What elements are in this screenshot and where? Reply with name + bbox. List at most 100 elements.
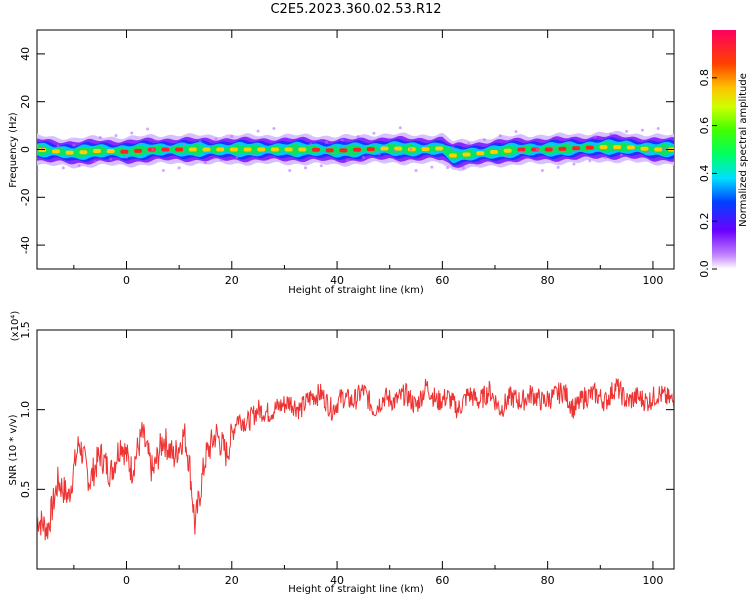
colorbar-axes: 0.0 0.2 0.4 0.6 0.8 [698, 69, 717, 278]
y-tick-label: 40 [19, 47, 32, 61]
snr-ylabel: SNR (10 * v/v) [8, 414, 19, 485]
spectrogram-peak [572, 146, 581, 151]
spectrogram-peak [613, 145, 622, 150]
spectrogram-peak [558, 146, 567, 151]
spectrogram-speckle [203, 161, 207, 165]
spectrogram-peak [312, 147, 321, 152]
snr-xlabel: Height of straight line (km) [288, 584, 424, 595]
y-tick-label: 1.5 [19, 321, 32, 339]
spectrogram-speckle [504, 154, 508, 158]
spectrogram-speckle [288, 169, 292, 173]
spectrogram-speckle [109, 157, 113, 161]
spectrogram-peak [654, 147, 663, 152]
spectrogram-speckle [414, 169, 418, 173]
y-tick-label: -40 [19, 236, 32, 254]
spectrogram-speckle [267, 150, 271, 154]
spectrogram-speckle [303, 166, 307, 170]
x-tick-label: 100 [642, 574, 663, 587]
spectrogram-speckle [346, 159, 350, 163]
spectrogram-speckle [551, 145, 555, 149]
spectrogram-peak [462, 152, 471, 157]
spectrogram-speckle [451, 146, 455, 150]
spectrogram-peak [366, 147, 375, 152]
x-tick-label: 0 [123, 274, 130, 287]
spectrogram-peak [51, 149, 60, 154]
colorbar-tick-label: 0.0 [698, 260, 711, 278]
spectrogram-speckle [325, 140, 329, 144]
spectrogram-peak [421, 147, 430, 152]
spectrogram-peak [503, 148, 512, 153]
y-tick-label: 0.5 [19, 481, 32, 499]
spectrogram-speckle [535, 148, 539, 151]
spectrogram-speckle [177, 166, 181, 170]
y-tick-label: 1.0 [19, 401, 32, 419]
snr-axes: 0 20 40 60 80 100 1.5 1.0 0.5 [19, 321, 674, 587]
spectrogram-axes: 0 20 40 60 80 100 40 20 0 -20 -40 [19, 30, 674, 287]
spectrogram-band [37, 126, 674, 173]
colorbar [712, 30, 736, 269]
spectrogram-peak [585, 145, 594, 150]
spectrogram-speckle [588, 159, 592, 163]
spectrogram-peak [599, 145, 608, 150]
spectrogram-speckle [151, 148, 155, 151]
spectrogram-peak [394, 146, 403, 151]
spectrogram-peak [640, 146, 649, 151]
spectrogram-peak [134, 148, 143, 153]
spectrogram-peak [476, 151, 485, 156]
x-tick-label: 60 [435, 574, 449, 587]
spectrogram-peak [175, 147, 184, 152]
spectrogram-peak [65, 150, 74, 155]
spectrogram-speckle [98, 136, 102, 140]
spectrogram-speckle [519, 150, 523, 154]
spectrogram-peak [380, 146, 389, 151]
spectrogram-peak [79, 150, 88, 155]
spectrogram-peak [161, 147, 170, 152]
spectrogram-speckle [230, 134, 234, 138]
spectrogram-speckle [514, 130, 518, 134]
spectrogram-ylabel: Frequency (Hz) [8, 112, 19, 188]
spectrogram-speckle [656, 126, 660, 130]
spectrogram-peak [257, 147, 266, 152]
spectrogram-speckle [646, 150, 650, 154]
spectrogram-speckle [198, 140, 202, 144]
spectrogram-speckle [214, 137, 218, 141]
snr-series-line [37, 377, 674, 541]
spectrogram-peak [544, 147, 553, 152]
spectrogram-speckle [235, 155, 239, 159]
spectrogram-peak [517, 147, 526, 152]
spectrogram-speckle [40, 145, 44, 149]
spectrogram-peak [626, 145, 635, 150]
colorbar-tick-label: 0.8 [698, 69, 711, 87]
spectrogram-speckle [251, 153, 255, 157]
colorbar-tick-label: 0.4 [698, 165, 711, 183]
spectrogram-speckle [219, 158, 223, 162]
snr-frame [36, 329, 675, 570]
x-tick-label: 20 [225, 574, 239, 587]
x-tick-label: 60 [435, 274, 449, 287]
spectrogram-speckle [556, 165, 560, 169]
spectrogram-xlabel: Height of straight line (km) [288, 285, 424, 296]
spectrogram-speckle [319, 164, 323, 168]
spectrogram-speckle [398, 126, 402, 130]
spectrogram-speckle [272, 126, 276, 130]
spectrogram-speckle [461, 166, 465, 170]
spectrogram-speckle [114, 134, 118, 138]
spectrogram-speckle [146, 127, 150, 131]
spectrogram-speckle [130, 131, 134, 135]
spectrogram-speckle [446, 166, 450, 170]
figure-title: C2E5.2023.360.02.53.R12 [270, 2, 442, 17]
y-tick-label: 20 [19, 95, 32, 109]
spectrogram-peak [106, 149, 115, 154]
spectrogram-speckle [61, 166, 65, 170]
spectrogram-speckle [124, 155, 128, 159]
spectrogram-speckle [619, 153, 623, 157]
x-tick-label: 20 [225, 274, 239, 287]
snr-y-multiplier: (x10⁴) [10, 311, 21, 342]
x-tick-label: 40 [330, 274, 344, 287]
spectrogram-speckle [409, 147, 413, 151]
spectrogram-peak [120, 149, 129, 154]
spectrogram-speckle [625, 129, 629, 133]
spectrogram-speckle [182, 142, 186, 146]
spectrogram-speckle [72, 143, 76, 147]
